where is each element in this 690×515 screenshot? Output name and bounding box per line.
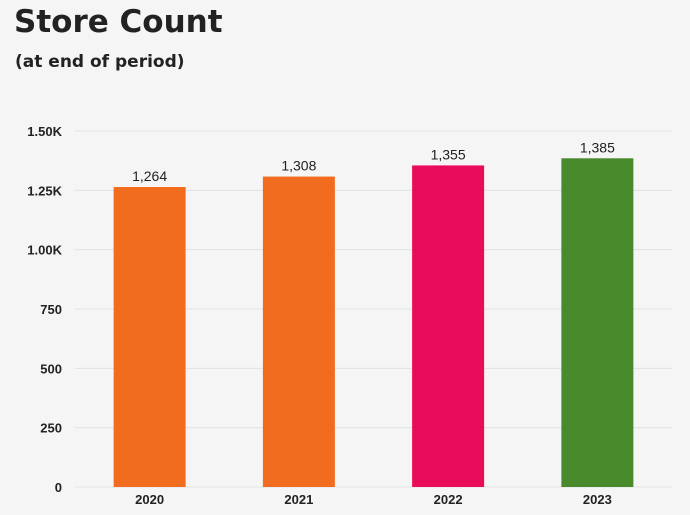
bar-2020 — [113, 187, 186, 487]
y-tick-label: 250 — [40, 421, 62, 436]
y-axis: 0 250 500 750 1.00K 1.25K 1.50K — [27, 124, 62, 495]
bar-2021 — [262, 176, 335, 487]
bar-2022 — [412, 165, 485, 487]
y-tick-label: 1.25K — [27, 183, 62, 198]
y-tick-label: 0 — [55, 480, 62, 495]
y-tick-label: 750 — [40, 302, 62, 317]
x-tick-label-2023: 2023 — [583, 492, 612, 507]
x-tick-label-2022: 2022 — [434, 492, 463, 507]
y-tick-label: 500 — [40, 361, 62, 376]
chart-title: Store Count — [14, 4, 223, 40]
data-label-2022: 1,355 — [431, 146, 466, 162]
data-labels: 1,264 1,308 1,355 1,385 — [132, 139, 615, 184]
y-tick-label: 1.00K — [27, 243, 62, 258]
data-label-2020: 1,264 — [132, 168, 167, 184]
x-tick-label-2020: 2020 — [135, 492, 164, 507]
y-tick-label: 1.50K — [27, 124, 62, 139]
x-axis: 2020 2021 2022 2023 — [135, 492, 612, 507]
bars — [113, 158, 634, 487]
data-label-2021: 1,308 — [281, 158, 316, 174]
chart-subtitle: (at end of period) — [15, 52, 185, 72]
data-label-2023: 1,385 — [580, 139, 615, 155]
bar-2023 — [561, 158, 634, 487]
x-tick-label-2021: 2021 — [284, 492, 313, 507]
